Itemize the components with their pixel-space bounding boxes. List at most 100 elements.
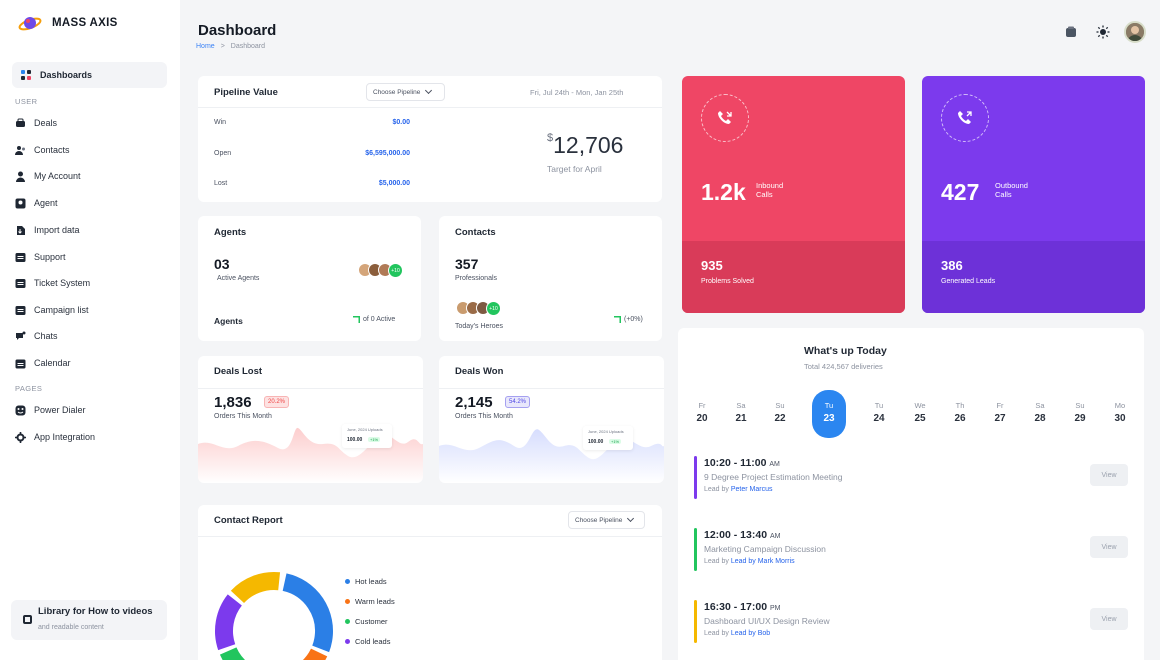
legend-label: Hot leads bbox=[355, 577, 387, 586]
event-lead-name[interactable]: Peter Marcus bbox=[730, 486, 773, 493]
calendar-day[interactable]: Sa 28 bbox=[1025, 401, 1055, 424]
day-date: 26 bbox=[954, 413, 966, 424]
event-lead: Lead by Peter Marcus bbox=[704, 486, 773, 493]
trend-up-icon bbox=[353, 316, 360, 323]
contacts-avatars: +10 bbox=[456, 301, 501, 316]
calendar-day-selected[interactable]: Tu 23 bbox=[812, 390, 846, 438]
pipeline-date-range: Fri, Jul 24th - Mon, Jan 25th bbox=[530, 88, 624, 97]
calendar-day[interactable]: Th 26 bbox=[945, 401, 975, 424]
calendar-day[interactable]: Fr 27 bbox=[985, 401, 1015, 424]
day-name: Su bbox=[775, 401, 785, 410]
pipeline-row-value: $0.00 bbox=[392, 119, 410, 126]
sidebar-item-ticket-system[interactable]: Ticket System bbox=[15, 275, 90, 291]
event-time-ampm: AM bbox=[769, 461, 780, 468]
library-title: Library for How to videos bbox=[38, 606, 153, 617]
support-icon bbox=[15, 252, 26, 263]
event-lead-name[interactable]: Lead by Mark Morris bbox=[730, 558, 795, 565]
calendar-day[interactable]: Mo 30 bbox=[1105, 401, 1135, 424]
sidebar-item-dashboards[interactable]: Dashboards bbox=[12, 62, 167, 88]
sidebar-item-import-data[interactable]: Import data bbox=[15, 222, 80, 238]
section-label-pages: PAGES bbox=[15, 384, 43, 393]
event-lead-prefix: Lead by bbox=[704, 630, 729, 637]
divider bbox=[439, 388, 664, 389]
outbound-calls-tile[interactable]: 427 Outbound Calls 386 Generated Leads bbox=[922, 76, 1145, 313]
event-color-bar bbox=[694, 528, 697, 571]
sidebar-item-label: Agent bbox=[34, 198, 58, 208]
day-name: Th bbox=[955, 401, 965, 410]
sidebar-item-my-account[interactable]: My Account bbox=[15, 168, 81, 184]
sidebar-item-contacts[interactable]: Contacts bbox=[15, 142, 70, 158]
pipeline-row-lost: Lost $5,000.00 bbox=[214, 180, 410, 187]
tooltip-title: June, 2024 Uploads bbox=[347, 427, 383, 432]
calendar-day[interactable]: Tu 24 bbox=[864, 401, 894, 424]
calendar-day[interactable]: Fr 20 bbox=[687, 401, 717, 424]
event-time: 10:20 - 11:00 AM bbox=[704, 457, 780, 469]
sidebar: MASS AXIS Dashboards USER Deals Contacts… bbox=[0, 0, 180, 660]
sidebar-item-app-integration[interactable]: App Integration bbox=[15, 429, 95, 445]
avatars-more-badge: +10 bbox=[486, 301, 501, 316]
event-time-range: 10:20 - 11:00 bbox=[704, 457, 767, 469]
ticket-icon bbox=[15, 278, 26, 289]
dialer-icon bbox=[15, 405, 26, 416]
calendar-day[interactable]: Sa 21 bbox=[726, 401, 756, 424]
day-date: 22 bbox=[774, 413, 786, 424]
legend-label: Customer bbox=[355, 617, 388, 626]
sidebar-item-calendar[interactable]: Calendar bbox=[15, 355, 71, 371]
calendar-day[interactable]: Su 22 bbox=[765, 401, 795, 424]
event-item: 16:30 - 17:00 PM Dashboard UI/UX Design … bbox=[694, 600, 1129, 645]
video-library-icon bbox=[23, 615, 32, 624]
sidebar-item-label: Import data bbox=[34, 225, 80, 235]
breadcrumb-home[interactable]: Home bbox=[196, 43, 215, 50]
notes-icon[interactable] bbox=[1063, 24, 1079, 40]
sidebar-item-agent[interactable]: Agent bbox=[15, 195, 58, 211]
pipeline-select[interactable]: Choose Pipeline bbox=[366, 83, 445, 101]
sidebar-item-label: Ticket System bbox=[34, 278, 91, 288]
sidebar-item-support[interactable]: Support bbox=[15, 249, 66, 265]
legend-label: Cold leads bbox=[355, 637, 391, 646]
day-name: Sa bbox=[1035, 401, 1045, 410]
user-icon bbox=[15, 171, 26, 182]
sidebar-item-power-dialer[interactable]: Power Dialer bbox=[15, 402, 86, 418]
view-button[interactable]: View bbox=[1090, 464, 1128, 486]
integration-icon bbox=[15, 431, 26, 443]
brand[interactable]: MASS AXIS bbox=[18, 12, 118, 34]
import-icon bbox=[15, 225, 26, 236]
schedule-subtitle: Total 424,567 deliveries bbox=[804, 362, 883, 371]
agents-footer-label: Agents bbox=[214, 316, 243, 326]
day-date: 21 bbox=[735, 413, 747, 424]
sidebar-item-chats[interactable]: Chats bbox=[15, 328, 58, 344]
outbound-secondary-label: Generated Leads bbox=[941, 278, 996, 285]
sidebar-item-label: My Account bbox=[34, 171, 81, 181]
event-time: 16:30 - 17:00 PM bbox=[704, 601, 780, 613]
legend-label: Warm leads bbox=[355, 597, 395, 606]
divider bbox=[198, 536, 662, 537]
schedule-card bbox=[678, 328, 1144, 660]
sidebar-item-campaign-list[interactable]: Campaign list bbox=[15, 302, 89, 318]
contacts-title: Contacts bbox=[455, 227, 496, 238]
tooltip-badge: +1% bbox=[368, 437, 381, 442]
calendar-day[interactable]: Su 29 bbox=[1065, 401, 1095, 424]
sidebar-item-deals[interactable]: Deals bbox=[15, 115, 57, 131]
deals-won-title: Deals Won bbox=[455, 366, 504, 377]
view-button[interactable]: View bbox=[1090, 608, 1128, 630]
phone-incoming-icon bbox=[701, 94, 749, 142]
legend-dot bbox=[345, 579, 350, 584]
calendar-day[interactable]: We 25 bbox=[905, 401, 935, 424]
event-lead-name[interactable]: Lead by Bob bbox=[730, 630, 771, 637]
theme-sun-icon[interactable] bbox=[1095, 24, 1111, 40]
user-avatar[interactable] bbox=[1124, 21, 1146, 43]
contacts-card bbox=[439, 216, 662, 341]
contacts-icon bbox=[15, 145, 26, 156]
tooltip-title: June, 2024 Uploads bbox=[588, 429, 624, 434]
inbound-calls-tile[interactable]: 1.2k Inbound Calls 935 Problems Solved bbox=[682, 76, 905, 313]
sidebar-item-label: Dashboards bbox=[40, 70, 93, 80]
contacts-sub: Professionals bbox=[455, 275, 498, 282]
contact-report-select[interactable]: Choose Pipeline bbox=[568, 511, 645, 529]
day-date: 20 bbox=[696, 413, 708, 424]
event-time-range: 16:30 - 17:00 bbox=[704, 601, 768, 613]
legend-item-hot-leads: Hot leads bbox=[345, 577, 387, 586]
view-button[interactable]: View bbox=[1090, 536, 1128, 558]
contact-report-title: Contact Report bbox=[214, 515, 283, 526]
deals-won-card bbox=[439, 356, 664, 483]
library-card[interactable]: Library for How to videos and readable c… bbox=[11, 600, 167, 640]
